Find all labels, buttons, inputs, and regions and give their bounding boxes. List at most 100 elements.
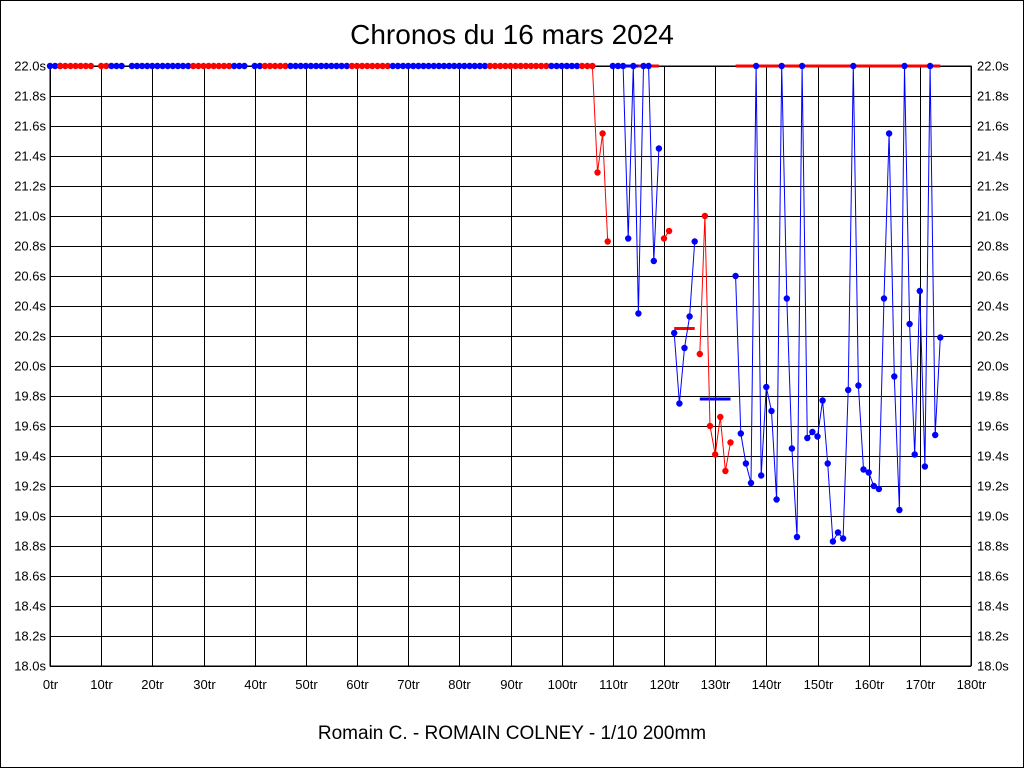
data-point [451,62,458,70]
data-point [696,350,703,358]
data-point [532,62,540,70]
data-point [302,62,309,70]
data-point [527,62,535,70]
data-point [471,62,478,70]
x-tick-label: 90tr [500,677,523,692]
data-point [548,62,555,70]
y-tick-label: 18.0s [14,659,46,674]
data-point [113,62,120,70]
data-point [220,62,228,70]
data-point [916,287,923,295]
y-tick-label: 18.8s [14,539,46,554]
data-point [712,451,719,458]
data-point [205,62,212,70]
data-point [108,62,115,70]
data-point [323,62,330,70]
data-point [410,62,417,70]
data-point [215,62,222,70]
data-point [379,62,386,70]
data-point [829,538,837,545]
data-point [445,62,453,70]
x-tick-label: 140tr [752,677,782,692]
grid-lines [50,66,972,667]
data-point [210,62,217,70]
data-point [507,62,514,70]
data-point [594,169,601,176]
data-point [118,62,125,70]
x-tick-label: 150tr [804,677,834,692]
data-point [297,62,304,70]
data-point [660,235,668,242]
data-point [225,62,233,70]
data-point [77,62,84,70]
y-tick-label: 21.6s [14,119,46,134]
data-point [926,62,934,70]
data-point [865,469,872,476]
data-point [364,62,371,70]
data-point [164,62,171,70]
data-point [937,334,944,341]
data-point [128,62,136,70]
data-point [906,320,913,328]
data-point [584,62,591,70]
y-tick-label: 19.0s [14,509,46,524]
y-axis-left: 18.0s 18.2s 18.4s 18.6s 18.8s 19.0s 19.2s 19.4s… [14,59,46,674]
y-tick-label-right: 21.0s [977,209,1009,224]
chart-title: Chronos du 16 mars 2024 [350,19,674,50]
data-point [497,62,504,70]
data-point [236,62,243,70]
data-point [353,62,361,70]
data-point [159,62,166,70]
x-tick-label: 100tr [548,677,578,692]
data-point [932,431,939,439]
data-point [875,485,883,493]
data-point [824,460,831,467]
y-tick-label-right: 22.0s [977,59,1009,74]
data-point [717,413,724,421]
data-point [732,272,739,280]
data-point [819,397,826,404]
y-tick-label-right: 19.4s [977,449,1009,464]
data-point [619,62,627,70]
y-tick-label: 21.8s [14,89,46,104]
data-point [763,383,770,391]
data-point [512,62,519,70]
y-tick-label: 20.4s [14,299,46,314]
data-point [144,62,151,70]
data-point [307,62,315,70]
data-point [860,466,867,473]
data-point [415,62,422,70]
data-point [169,62,176,70]
data-point [57,62,64,70]
x-tick-label: 120tr [650,677,680,692]
data-point [752,62,760,70]
data-point [614,62,622,70]
x-tick-label: 170tr [906,677,936,692]
y-tick-label-right: 20.0s [977,359,1009,374]
data-point [558,62,565,70]
data-point [435,62,443,70]
data-point [185,62,192,70]
data-point [742,460,750,467]
y-tick-label: 18.2s [14,629,46,644]
data-point [727,439,734,446]
data-point [681,344,688,352]
y-tick-label-right: 20.4s [977,299,1009,314]
x-tick-label: 60tr [346,677,369,692]
data-point [747,479,755,487]
data-point [563,62,570,70]
data-point [174,62,182,70]
data-point [783,295,790,302]
data-point [256,62,263,70]
y-tick-label-right: 20.2s [977,329,1009,344]
data-point [405,62,412,70]
y-tick-label-right: 19.8s [977,389,1009,404]
data-point [292,62,299,70]
data-point [793,533,801,541]
data-point [625,235,632,242]
data-point [706,422,714,430]
data-point [425,62,432,70]
data-point [261,62,269,70]
data-point [891,373,898,380]
data-point [251,62,258,70]
